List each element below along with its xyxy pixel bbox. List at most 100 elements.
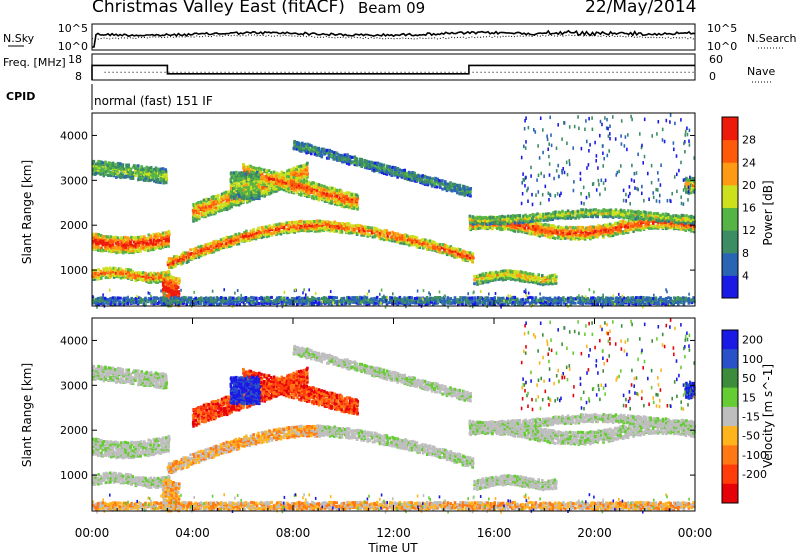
power-cell bbox=[107, 237, 110, 241]
power-cell bbox=[399, 241, 402, 245]
power-cell bbox=[541, 274, 544, 277]
power-cell bbox=[614, 226, 618, 230]
power-cell bbox=[124, 246, 127, 249]
power-cell bbox=[323, 189, 326, 193]
power-cell bbox=[170, 289, 174, 292]
power-cell bbox=[260, 236, 264, 240]
power-cell bbox=[99, 269, 103, 273]
power-cell bbox=[303, 168, 306, 172]
power-cell bbox=[164, 180, 167, 184]
power-cell bbox=[152, 169, 155, 173]
power-cell bbox=[362, 233, 366, 237]
power-cell bbox=[315, 226, 319, 230]
power-cell bbox=[370, 160, 373, 164]
power-cell bbox=[220, 297, 223, 301]
power-cell bbox=[551, 229, 554, 233]
power-cell bbox=[160, 173, 163, 176]
power-cell bbox=[174, 264, 177, 268]
freq-panel-frame bbox=[91, 53, 696, 81]
power-cell bbox=[353, 161, 356, 165]
power-cell bbox=[130, 251, 133, 254]
power-cell bbox=[165, 173, 168, 177]
power-cell bbox=[300, 225, 303, 229]
power-cell bbox=[632, 217, 635, 220]
power-cell bbox=[534, 218, 538, 222]
power-cell bbox=[351, 226, 354, 230]
power-cell bbox=[126, 275, 130, 279]
power-cell bbox=[278, 222, 281, 226]
power-cell bbox=[270, 233, 274, 237]
power-cell bbox=[244, 232, 248, 236]
power-cell bbox=[260, 179, 263, 183]
power-cell bbox=[350, 192, 354, 196]
power-cell bbox=[513, 272, 517, 276]
power-cell bbox=[493, 217, 497, 221]
power-cell bbox=[569, 211, 573, 215]
power-cell bbox=[474, 276, 477, 280]
power-cell bbox=[388, 231, 391, 235]
power-cell bbox=[107, 161, 111, 165]
power-cell bbox=[647, 226, 650, 229]
power-cell bbox=[523, 226, 527, 230]
power-cell bbox=[212, 301, 215, 305]
power-cell bbox=[124, 267, 128, 271]
power-cell bbox=[104, 162, 108, 166]
power-cell bbox=[260, 189, 263, 193]
power-cell bbox=[209, 299, 213, 303]
power-cell bbox=[275, 298, 278, 302]
power-cell bbox=[675, 218, 679, 222]
power-cell bbox=[129, 240, 132, 244]
power-cell bbox=[316, 229, 319, 233]
power-cell bbox=[456, 252, 460, 256]
power-cell bbox=[287, 221, 291, 224]
power-cell bbox=[426, 242, 430, 245]
power-cell bbox=[107, 274, 110, 278]
power-cell bbox=[259, 187, 263, 191]
power-cell bbox=[136, 169, 140, 173]
power-cell bbox=[506, 223, 509, 227]
power-cell bbox=[596, 215, 599, 219]
power-cell bbox=[626, 210, 630, 214]
power-cell bbox=[310, 148, 314, 152]
power-cell bbox=[202, 198, 206, 202]
power-cell bbox=[388, 165, 391, 169]
power-cell bbox=[586, 236, 590, 239]
power-cell bbox=[410, 178, 414, 182]
power-cell bbox=[220, 194, 223, 198]
power-cell bbox=[619, 208, 623, 212]
power-cell bbox=[488, 271, 492, 275]
power-cell bbox=[290, 190, 294, 194]
power-cell bbox=[566, 226, 569, 230]
power-cell bbox=[508, 221, 512, 225]
power-cell bbox=[619, 228, 622, 232]
power-cell bbox=[134, 247, 137, 251]
power-cell bbox=[175, 254, 178, 258]
power-cell bbox=[544, 218, 548, 222]
power-cell bbox=[575, 232, 578, 236]
power-cell bbox=[527, 226, 530, 230]
power-cell bbox=[167, 277, 170, 281]
power-cell bbox=[320, 187, 323, 191]
power-cell bbox=[521, 228, 525, 232]
power-cell bbox=[295, 165, 299, 169]
power-cell bbox=[512, 216, 515, 220]
power-cell bbox=[358, 224, 361, 227]
power-cell bbox=[166, 280, 170, 284]
noise-panel-frame bbox=[91, 23, 696, 51]
power-cell bbox=[115, 175, 118, 179]
power-cell bbox=[287, 187, 290, 191]
power-cell bbox=[602, 209, 605, 213]
power-cell bbox=[205, 197, 208, 201]
power-cell bbox=[197, 203, 200, 207]
power-cell bbox=[248, 171, 251, 174]
power-cell bbox=[191, 301, 195, 305]
power-cell bbox=[411, 171, 414, 174]
power-cell bbox=[178, 279, 181, 282]
power-cell bbox=[551, 236, 555, 239]
power-cell bbox=[122, 240, 125, 244]
power-cell bbox=[101, 161, 105, 165]
power-cell bbox=[298, 186, 302, 190]
power-cell bbox=[130, 301, 133, 305]
power-cell bbox=[461, 189, 465, 193]
power-cell bbox=[106, 298, 110, 301]
